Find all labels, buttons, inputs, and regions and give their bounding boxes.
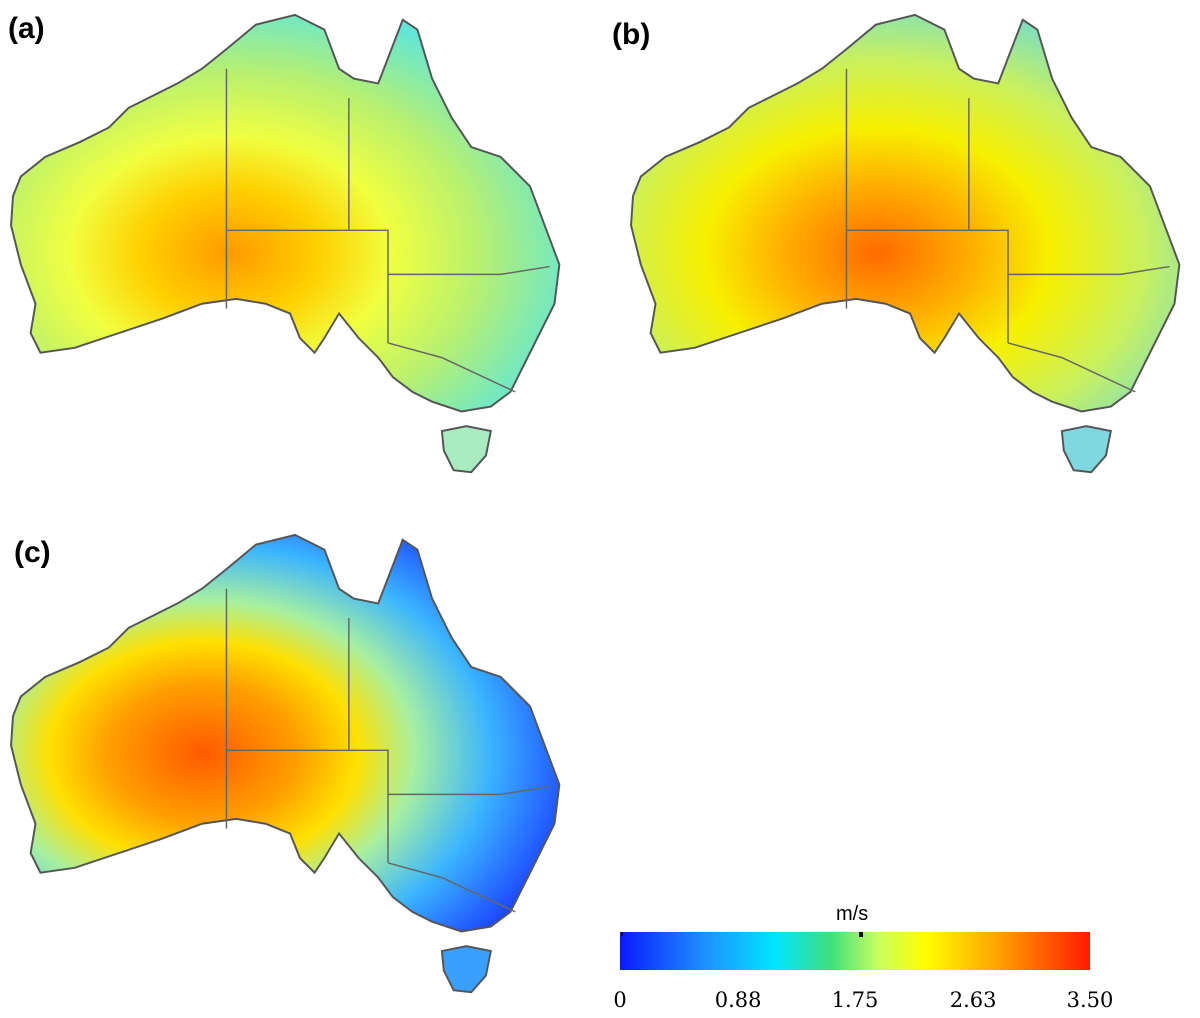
legend-tick-label: 0.88 (714, 988, 762, 1012)
map-panel-c (10, 533, 561, 994)
state-borders-a (225, 68, 550, 393)
tasmania-a (440, 425, 492, 474)
legend-tick-labels: 0 0.88 1.75 2.63 3.50 (600, 988, 1120, 1018)
tasmania-b (1060, 425, 1112, 474)
australia-mainland-c (10, 533, 561, 933)
panel-label-b: (b) (612, 18, 651, 51)
legend-tick-label: 2.63 (949, 988, 997, 1012)
panel-label-a: (a) (8, 12, 45, 45)
legend-tick-mark-start (621, 932, 623, 936)
legend-tick-label: 0 (613, 988, 627, 1012)
map-panel-a (10, 13, 561, 474)
legend-tick-label: 3.50 (1066, 988, 1114, 1012)
legend-tick-label: 1.75 (831, 988, 879, 1012)
australia-mainland-b (630, 13, 1181, 413)
state-borders-c (225, 588, 550, 913)
legend-tick-mark-mid (859, 932, 863, 937)
panel-label-c: (c) (14, 536, 51, 569)
australia-mainland-a (10, 13, 561, 413)
legend-colorbar (620, 932, 1090, 970)
map-panel-b (630, 13, 1181, 474)
legend-unit-label: m/s (836, 903, 869, 925)
state-borders-b (845, 68, 1170, 393)
tasmania-c (440, 945, 492, 994)
